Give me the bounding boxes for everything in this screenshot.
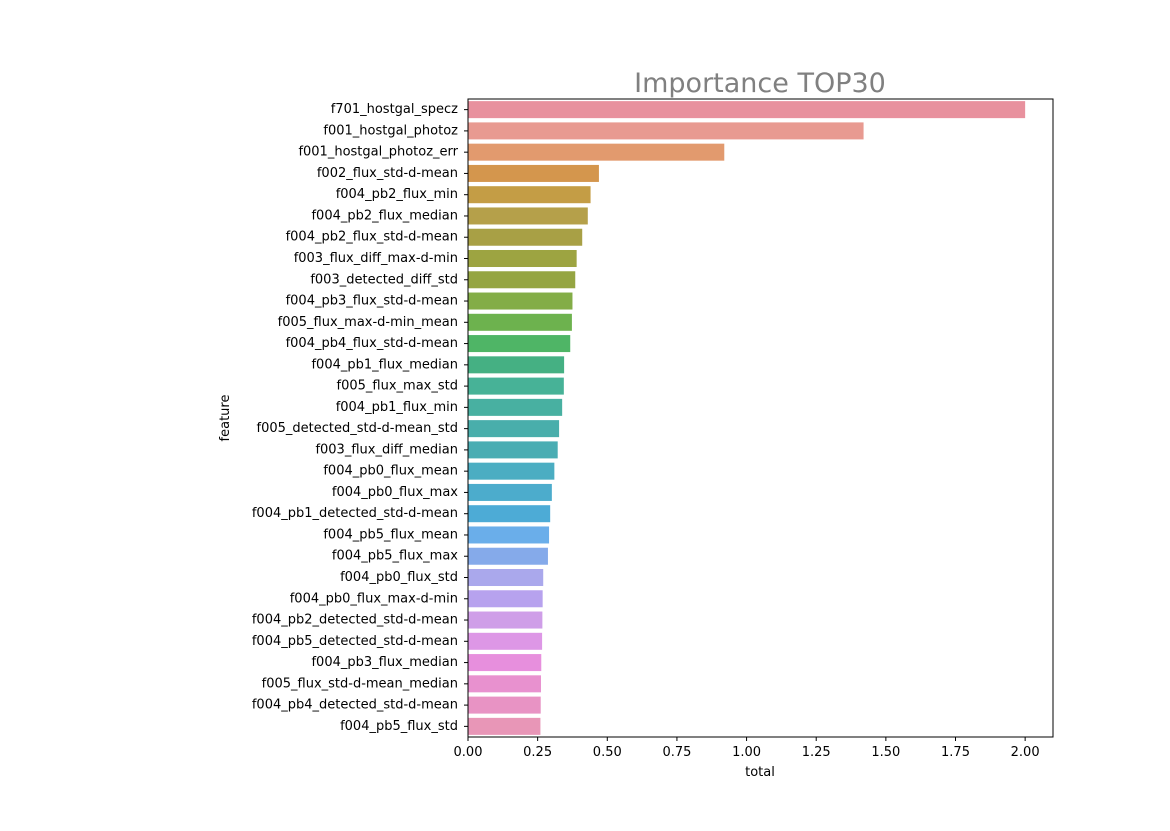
bar-29	[468, 717, 541, 735]
y-tick-label: f004_pb3_flux_median	[311, 655, 458, 670]
bar-2	[468, 143, 725, 161]
y-tick-label: f005_detected_std-d-mean_std	[257, 421, 458, 436]
bar-4	[468, 186, 591, 204]
x-ticks: 0.00 0.25 0.50 0.75 1.00 1.25 1.50 1.75 2.00	[454, 737, 1040, 760]
y-tick-label: f004_pb5_flux_mean	[323, 527, 458, 542]
y-tick-label: f004_pb2_detected_std-d-mean	[252, 613, 458, 628]
bar-15	[468, 420, 560, 438]
bar-14	[468, 398, 563, 416]
y-tick-label: f004_pb2_flux_median	[311, 208, 458, 223]
y-tick-label: f701_hostgal_specz	[331, 102, 458, 117]
y-tick-label: f003_flux_diff_max-d-min	[294, 251, 458, 266]
bar-27	[468, 675, 541, 693]
bar-12	[468, 356, 565, 374]
y-tick-label: f004_pb0_flux_max-d-min	[290, 591, 458, 606]
y-tick-labels: f701_hostgal_specz f001_hostgal_photoz f00…	[252, 102, 468, 734]
y-tick-label: f004_pb0_flux_max	[332, 485, 458, 500]
y-tick-label: f001_hostgal_photoz	[323, 123, 458, 138]
bar-8	[468, 271, 576, 289]
bar-1	[468, 122, 864, 140]
bar-19	[468, 505, 551, 523]
x-tick-label: 1.50	[871, 745, 900, 760]
y-tick-label: f004_pb1_flux_min	[336, 400, 458, 415]
bar-26	[468, 654, 542, 672]
bar-20	[468, 526, 550, 544]
x-tick-label: 0.75	[662, 745, 691, 760]
bar-18	[468, 483, 552, 501]
x-tick-label: 0.50	[593, 745, 622, 760]
x-tick-label: 0.25	[523, 745, 552, 760]
y-tick-label: f005_flux_std-d-mean_median	[262, 676, 458, 691]
x-tick-label: 1.00	[732, 745, 761, 760]
bar-28	[468, 696, 541, 714]
bar-7	[468, 249, 577, 268]
y-tick-label: f004_pb2_flux_min	[336, 187, 458, 202]
y-tick-label: f004_pb2_flux_std-d-mean	[286, 230, 458, 245]
x-tick-label: 1.25	[802, 745, 831, 760]
y-tick-label: f004_pb1_detected_std-d-mean	[252, 506, 458, 521]
x-tick-label: 1.75	[941, 745, 970, 760]
y-axis-label: feature	[218, 395, 233, 442]
bar-6	[468, 228, 583, 246]
plot-frame	[467, 98, 1054, 738]
bar-17	[468, 462, 555, 480]
y-tick-label: f004_pb5_flux_max	[332, 549, 458, 564]
bars-group	[468, 101, 1026, 735]
bar-21	[468, 547, 548, 565]
bar-25	[468, 632, 543, 650]
bar-9	[468, 292, 573, 310]
x-tick-label: 0.00	[454, 745, 483, 760]
bar-23	[468, 590, 543, 608]
y-tick-label: f004_pb1_flux_median	[311, 357, 458, 372]
bar-16	[468, 441, 558, 459]
y-tick-label: f005_flux_max_std	[337, 379, 458, 394]
x-axis-label: total	[745, 765, 775, 780]
y-tick-label: f004_pb0_flux_std	[340, 570, 458, 585]
bar-24	[468, 611, 543, 629]
bar-11	[468, 335, 571, 353]
bar-10	[468, 313, 572, 331]
y-tick-label: f001_hostgal_photoz_err	[298, 145, 458, 160]
y-tick-label: f004_pb5_detected_std-d-mean	[252, 634, 458, 649]
y-tick-label: f005_flux_max-d-min_mean	[278, 315, 458, 330]
y-tick-label: f004_pb3_flux_std-d-mean	[286, 294, 458, 309]
bar-22	[468, 568, 544, 587]
bar-5	[468, 207, 588, 225]
chart-title: Importance TOP30	[634, 68, 886, 99]
y-tick-label: f004_pb0_flux_mean	[323, 464, 458, 479]
y-tick-label: f004_pb5_flux_std	[340, 719, 458, 734]
y-tick-label: f003_flux_diff_median	[315, 442, 458, 457]
x-tick-label: 2.00	[1011, 745, 1040, 760]
y-tick-label: f004_pb4_flux_std-d-mean	[286, 336, 458, 351]
bar-3	[468, 164, 599, 182]
y-tick-label: f004_pb4_detected_std-d-mean	[252, 698, 458, 713]
y-tick-label: f003_detected_diff_std	[310, 272, 458, 287]
y-tick-label: f002_flux_std-d-mean	[317, 166, 458, 181]
bar-0	[468, 101, 1026, 119]
bar-13	[468, 377, 564, 395]
